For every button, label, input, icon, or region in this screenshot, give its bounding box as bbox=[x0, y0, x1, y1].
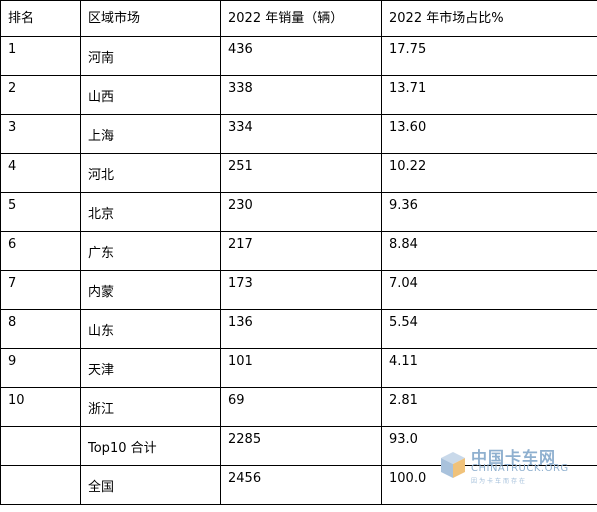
cell-share: 2.81 bbox=[381, 387, 597, 427]
cell-rank: 2 bbox=[0, 75, 81, 115]
cell-rank: 9 bbox=[0, 348, 81, 388]
cell-share: 5.54 bbox=[381, 309, 597, 349]
cell-sales: 173 bbox=[220, 270, 382, 310]
chinatruck-logo-icon bbox=[441, 452, 465, 478]
cell-rank: 5 bbox=[0, 192, 81, 232]
cell-share: 4.11 bbox=[381, 348, 597, 388]
cell-share: 9.36 bbox=[381, 192, 597, 232]
cell-share: 17.75 bbox=[381, 36, 597, 76]
cell-share: 13.71 bbox=[381, 75, 597, 115]
table-header-row: 排名 区域市场 2022 年销量（辆） 2022 年市场占比% bbox=[0, 0, 597, 37]
cell-region: 全国 bbox=[80, 465, 221, 505]
table-row: 7 内蒙 173 7.04 bbox=[0, 270, 597, 310]
cell-sales: 2285 bbox=[220, 426, 382, 466]
table-row: 4 河北 251 10.22 bbox=[0, 153, 597, 193]
cell-rank: 7 bbox=[0, 270, 81, 310]
table-row: 10 浙江 69 2.81 bbox=[0, 387, 597, 427]
header-region: 区域市场 bbox=[80, 0, 221, 37]
cell-sales: 230 bbox=[220, 192, 382, 232]
cell-share: 100.0 bbox=[381, 465, 597, 505]
table-row: 8 山东 136 5.54 bbox=[0, 309, 597, 349]
cell-region: 内蒙 bbox=[80, 270, 221, 310]
header-rank: 排名 bbox=[0, 0, 81, 37]
watermark-name-en: CHINATRUCK.ORG bbox=[471, 463, 569, 474]
cell-region: 上海 bbox=[80, 114, 221, 154]
cell-sales: 251 bbox=[220, 153, 382, 193]
header-sales: 2022 年销量（辆） bbox=[220, 0, 382, 37]
cell-region: 浙江 bbox=[80, 387, 221, 427]
table-row: 6 广东 217 8.84 bbox=[0, 231, 597, 271]
table-row: 1 河南 436 17.75 bbox=[0, 36, 597, 76]
cell-sales: 136 bbox=[220, 309, 382, 349]
table-row: 5 北京 230 9.36 bbox=[0, 192, 597, 232]
cell-region: Top10 合计 bbox=[80, 426, 221, 466]
cell-share: 13.60 bbox=[381, 114, 597, 154]
cell-share: 7.04 bbox=[381, 270, 597, 310]
cell-region: 山西 bbox=[80, 75, 221, 115]
cell-region: 河北 bbox=[80, 153, 221, 193]
cell-rank: 4 bbox=[0, 153, 81, 193]
cell-region: 广东 bbox=[80, 231, 221, 271]
watermark-tagline: 因为卡车而存在 bbox=[471, 478, 528, 485]
cell-sales: 101 bbox=[220, 348, 382, 388]
cell-rank: 3 bbox=[0, 114, 81, 154]
cell-sales: 69 bbox=[220, 387, 382, 427]
header-share: 2022 年市场占比% bbox=[381, 0, 597, 37]
cell-sales: 2456 bbox=[220, 465, 382, 505]
cell-rank bbox=[0, 465, 81, 505]
cell-share: 93.0 bbox=[381, 426, 597, 466]
cell-rank bbox=[0, 426, 81, 466]
cell-region: 山东 bbox=[80, 309, 221, 349]
cell-rank: 6 bbox=[0, 231, 81, 271]
cell-share: 8.84 bbox=[381, 231, 597, 271]
cell-region: 河南 bbox=[80, 36, 221, 76]
cell-sales: 338 bbox=[220, 75, 382, 115]
cell-sales: 334 bbox=[220, 114, 382, 154]
cell-region: 北京 bbox=[80, 192, 221, 232]
cell-sales: 436 bbox=[220, 36, 382, 76]
table-row: 9 天津 101 4.11 bbox=[0, 348, 597, 388]
cell-sales: 217 bbox=[220, 231, 382, 271]
cell-region: 天津 bbox=[80, 348, 221, 388]
cell-rank: 10 bbox=[0, 387, 81, 427]
cell-rank: 1 bbox=[0, 36, 81, 76]
table-row: 全国 2456 100.0 bbox=[0, 465, 597, 505]
cell-share: 10.22 bbox=[381, 153, 597, 193]
table-row: 3 上海 334 13.60 bbox=[0, 114, 597, 154]
watermark-name-cn: 中国卡车网 bbox=[471, 448, 557, 467]
table-row: 2 山西 338 13.71 bbox=[0, 75, 597, 115]
chinatruck-watermark: 中国卡车网 CHINATRUCK.ORG 因为卡车而存在 bbox=[438, 442, 568, 490]
cell-rank: 8 bbox=[0, 309, 81, 349]
